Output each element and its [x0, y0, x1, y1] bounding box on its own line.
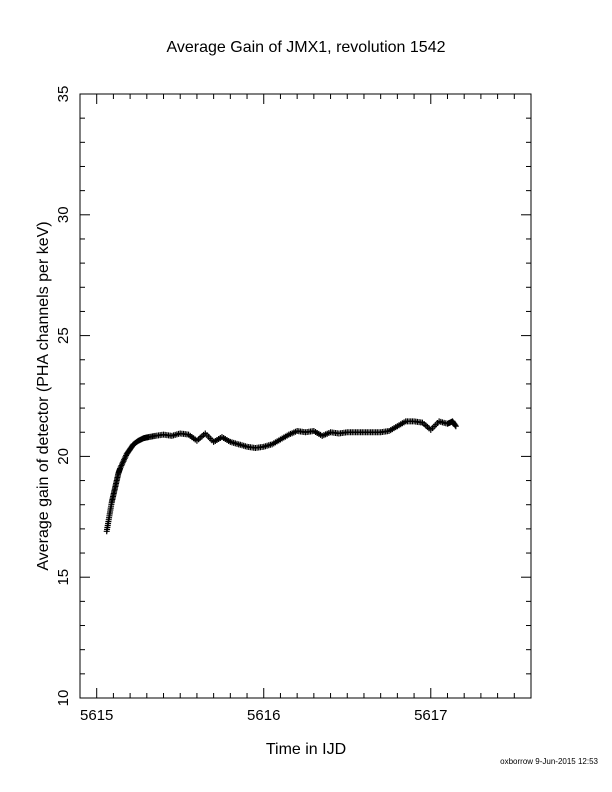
data-point [452, 423, 459, 430]
x-axis-tick-labels: 5615 5616 5617 [80, 707, 447, 724]
plot-frame [79, 93, 532, 699]
data-series [103, 418, 459, 535]
y-tick-label: 10 [55, 690, 72, 707]
x-axis-ticks [79, 94, 532, 698]
x-tick-label: 5615 [80, 707, 113, 724]
y-tick-label: 25 [55, 327, 72, 344]
y-tick-label: 15 [55, 569, 72, 586]
y-tick-label: 20 [55, 448, 72, 465]
x-axis-label: Time in IJD [266, 741, 346, 758]
y-axis-ticks [80, 93, 531, 699]
y-axis-label: Average gain of detector (PHA channels p… [35, 221, 52, 570]
y-tick-label: 35 [55, 86, 72, 103]
x-tick-label: 5617 [414, 707, 447, 724]
chart-title: Average Gain of JMX1, revolution 1542 [167, 39, 446, 56]
y-axis-tick-labels: 10 15 20 25 30 35 [55, 86, 72, 707]
footer-stamp: oxborrow 9-Jun-2015 12:53 [500, 757, 598, 766]
data-point [452, 422, 459, 429]
x-tick-label: 5616 [247, 707, 280, 724]
y-tick-label: 30 [55, 206, 72, 223]
